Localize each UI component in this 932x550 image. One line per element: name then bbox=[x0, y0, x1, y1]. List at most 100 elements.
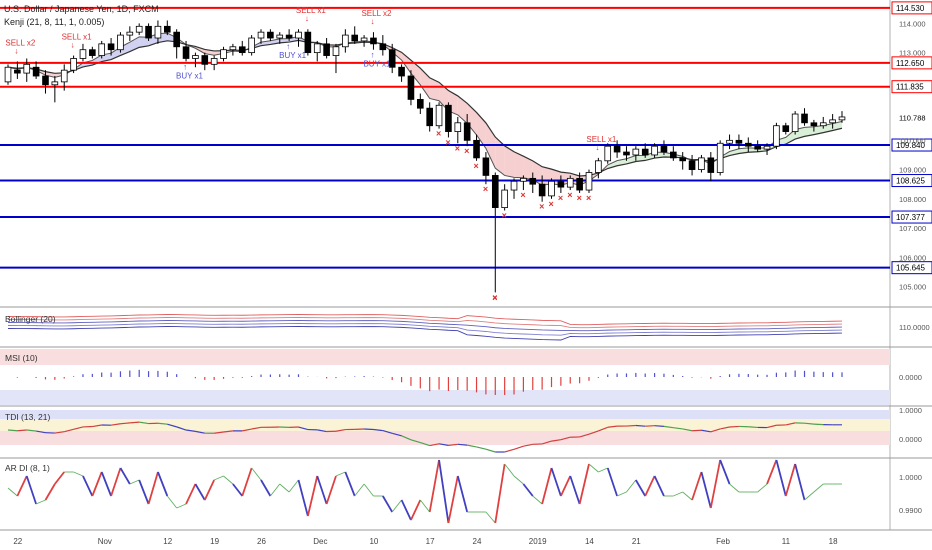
tdi-line-segment bbox=[251, 426, 262, 430]
sell-signal-label: SELL x1 bbox=[62, 33, 92, 42]
candle-body bbox=[819, 122, 827, 127]
x-tick-label: 19 bbox=[210, 537, 219, 546]
tdi-line-segment bbox=[457, 443, 468, 446]
ardi-line-segment bbox=[25, 475, 37, 505]
sell-arrow-icon: ↓ bbox=[370, 17, 374, 26]
kenji-cloud-segment bbox=[495, 137, 505, 176]
x-tick-label: Feb bbox=[716, 537, 730, 546]
ardi-line-segment bbox=[700, 471, 712, 509]
x-tick-label: 18 bbox=[829, 537, 838, 546]
candle-body bbox=[117, 34, 124, 51]
ardi-line-segment bbox=[391, 499, 402, 513]
x-marker: × bbox=[464, 146, 469, 156]
kenji-cloud-segment bbox=[804, 126, 814, 137]
tdi-line-segment bbox=[720, 426, 730, 430]
ardi-line-segment bbox=[578, 463, 590, 505]
bollinger-band-line bbox=[7, 317, 843, 329]
candle-body bbox=[716, 142, 724, 173]
ardi-line-segment bbox=[757, 483, 768, 493]
candle-body bbox=[351, 34, 359, 42]
candle-body bbox=[744, 142, 752, 147]
candle-body bbox=[173, 31, 180, 48]
tdi-line-segment bbox=[485, 448, 496, 453]
candle-body bbox=[295, 31, 302, 39]
candle-body bbox=[613, 145, 621, 153]
candle-body bbox=[623, 151, 630, 156]
ardi-line-segment bbox=[419, 499, 431, 513]
x-tick-label: 11 bbox=[782, 537, 791, 546]
x-marker: × bbox=[436, 129, 441, 139]
tdi-line-segment bbox=[139, 421, 149, 425]
candle-body bbox=[566, 177, 574, 188]
ardi-line-segment bbox=[44, 483, 56, 501]
candle-body bbox=[491, 175, 499, 208]
candle-body bbox=[604, 145, 612, 162]
sell-signal-label: SELL x2 bbox=[5, 38, 35, 47]
sell-signal-label: SELL x2 bbox=[361, 9, 391, 18]
y-tick-label: 108.000 bbox=[899, 195, 926, 204]
x-tick-label: Nov bbox=[98, 537, 112, 546]
candle-body bbox=[79, 49, 87, 59]
ardi-line-segment bbox=[306, 475, 319, 517]
ardi-line-segment bbox=[485, 511, 496, 524]
candle-body bbox=[145, 25, 152, 39]
tdi-line-segment bbox=[420, 441, 430, 447]
candle-body bbox=[501, 189, 508, 208]
x-marker: × bbox=[577, 193, 582, 203]
candle-body bbox=[323, 43, 330, 56]
x-tick-label: 22 bbox=[13, 537, 22, 546]
candle-body bbox=[304, 31, 312, 54]
candle-body bbox=[60, 69, 68, 83]
kenji-cloud-segment bbox=[607, 160, 618, 169]
ardi-line-segment bbox=[709, 459, 722, 509]
ardi-line-segment bbox=[138, 479, 150, 505]
panel-tick: 1.0000 bbox=[899, 406, 922, 415]
ardi-line-segment bbox=[35, 499, 46, 505]
kenji-cloud-segment bbox=[467, 103, 477, 135]
ardi-line-segment bbox=[784, 463, 797, 497]
tdi-line-segment bbox=[298, 426, 309, 431]
bollinger-band-line bbox=[7, 320, 843, 332]
candle-body bbox=[360, 37, 368, 42]
candle-body bbox=[829, 119, 836, 124]
candle-body bbox=[473, 139, 480, 159]
candle-body bbox=[417, 99, 424, 109]
buy-signal-label: BUY x1 bbox=[176, 71, 204, 80]
msi-lower-band bbox=[0, 390, 890, 405]
candle-body bbox=[182, 46, 190, 59]
candle-body bbox=[773, 125, 780, 147]
ardi-line-segment bbox=[16, 475, 28, 497]
ardi-line-segment bbox=[438, 459, 450, 524]
tdi-line-segment bbox=[176, 426, 187, 431]
msi-upper-band bbox=[0, 349, 890, 365]
candle-body bbox=[726, 139, 733, 144]
kenji-cloud-segment bbox=[439, 82, 449, 112]
kenji-cloud-segment bbox=[139, 36, 149, 48]
ardi-line-segment bbox=[316, 475, 328, 505]
tdi-line-segment bbox=[635, 424, 646, 427]
candle-body bbox=[632, 148, 640, 156]
x-tick-label: 21 bbox=[632, 537, 641, 546]
candle-body bbox=[135, 25, 143, 33]
ardi-line-segment bbox=[82, 475, 94, 497]
candle-body bbox=[595, 160, 602, 173]
candle-body bbox=[463, 122, 471, 141]
candle-body bbox=[445, 104, 452, 132]
x-marker: × bbox=[549, 199, 554, 209]
tdi-line-segment bbox=[92, 424, 102, 428]
ardi-line-segment bbox=[766, 459, 778, 485]
candle-body bbox=[370, 37, 377, 45]
y-tick-label: 105.000 bbox=[899, 283, 926, 292]
tdi-line-segment bbox=[185, 429, 196, 432]
kenji-cloud-segment bbox=[504, 145, 515, 178]
ardi-line-segment bbox=[251, 467, 262, 481]
tdi-line-segment bbox=[26, 429, 37, 432]
tdi-line-segment bbox=[64, 428, 74, 433]
candle-body bbox=[285, 34, 293, 39]
ardi-line-segment bbox=[335, 471, 346, 477]
tdi-line-segment bbox=[766, 424, 777, 429]
x-marker: × bbox=[455, 143, 460, 153]
ardi-line-segment bbox=[588, 463, 599, 473]
x-marker: × bbox=[539, 202, 544, 212]
candle-body bbox=[248, 37, 255, 54]
